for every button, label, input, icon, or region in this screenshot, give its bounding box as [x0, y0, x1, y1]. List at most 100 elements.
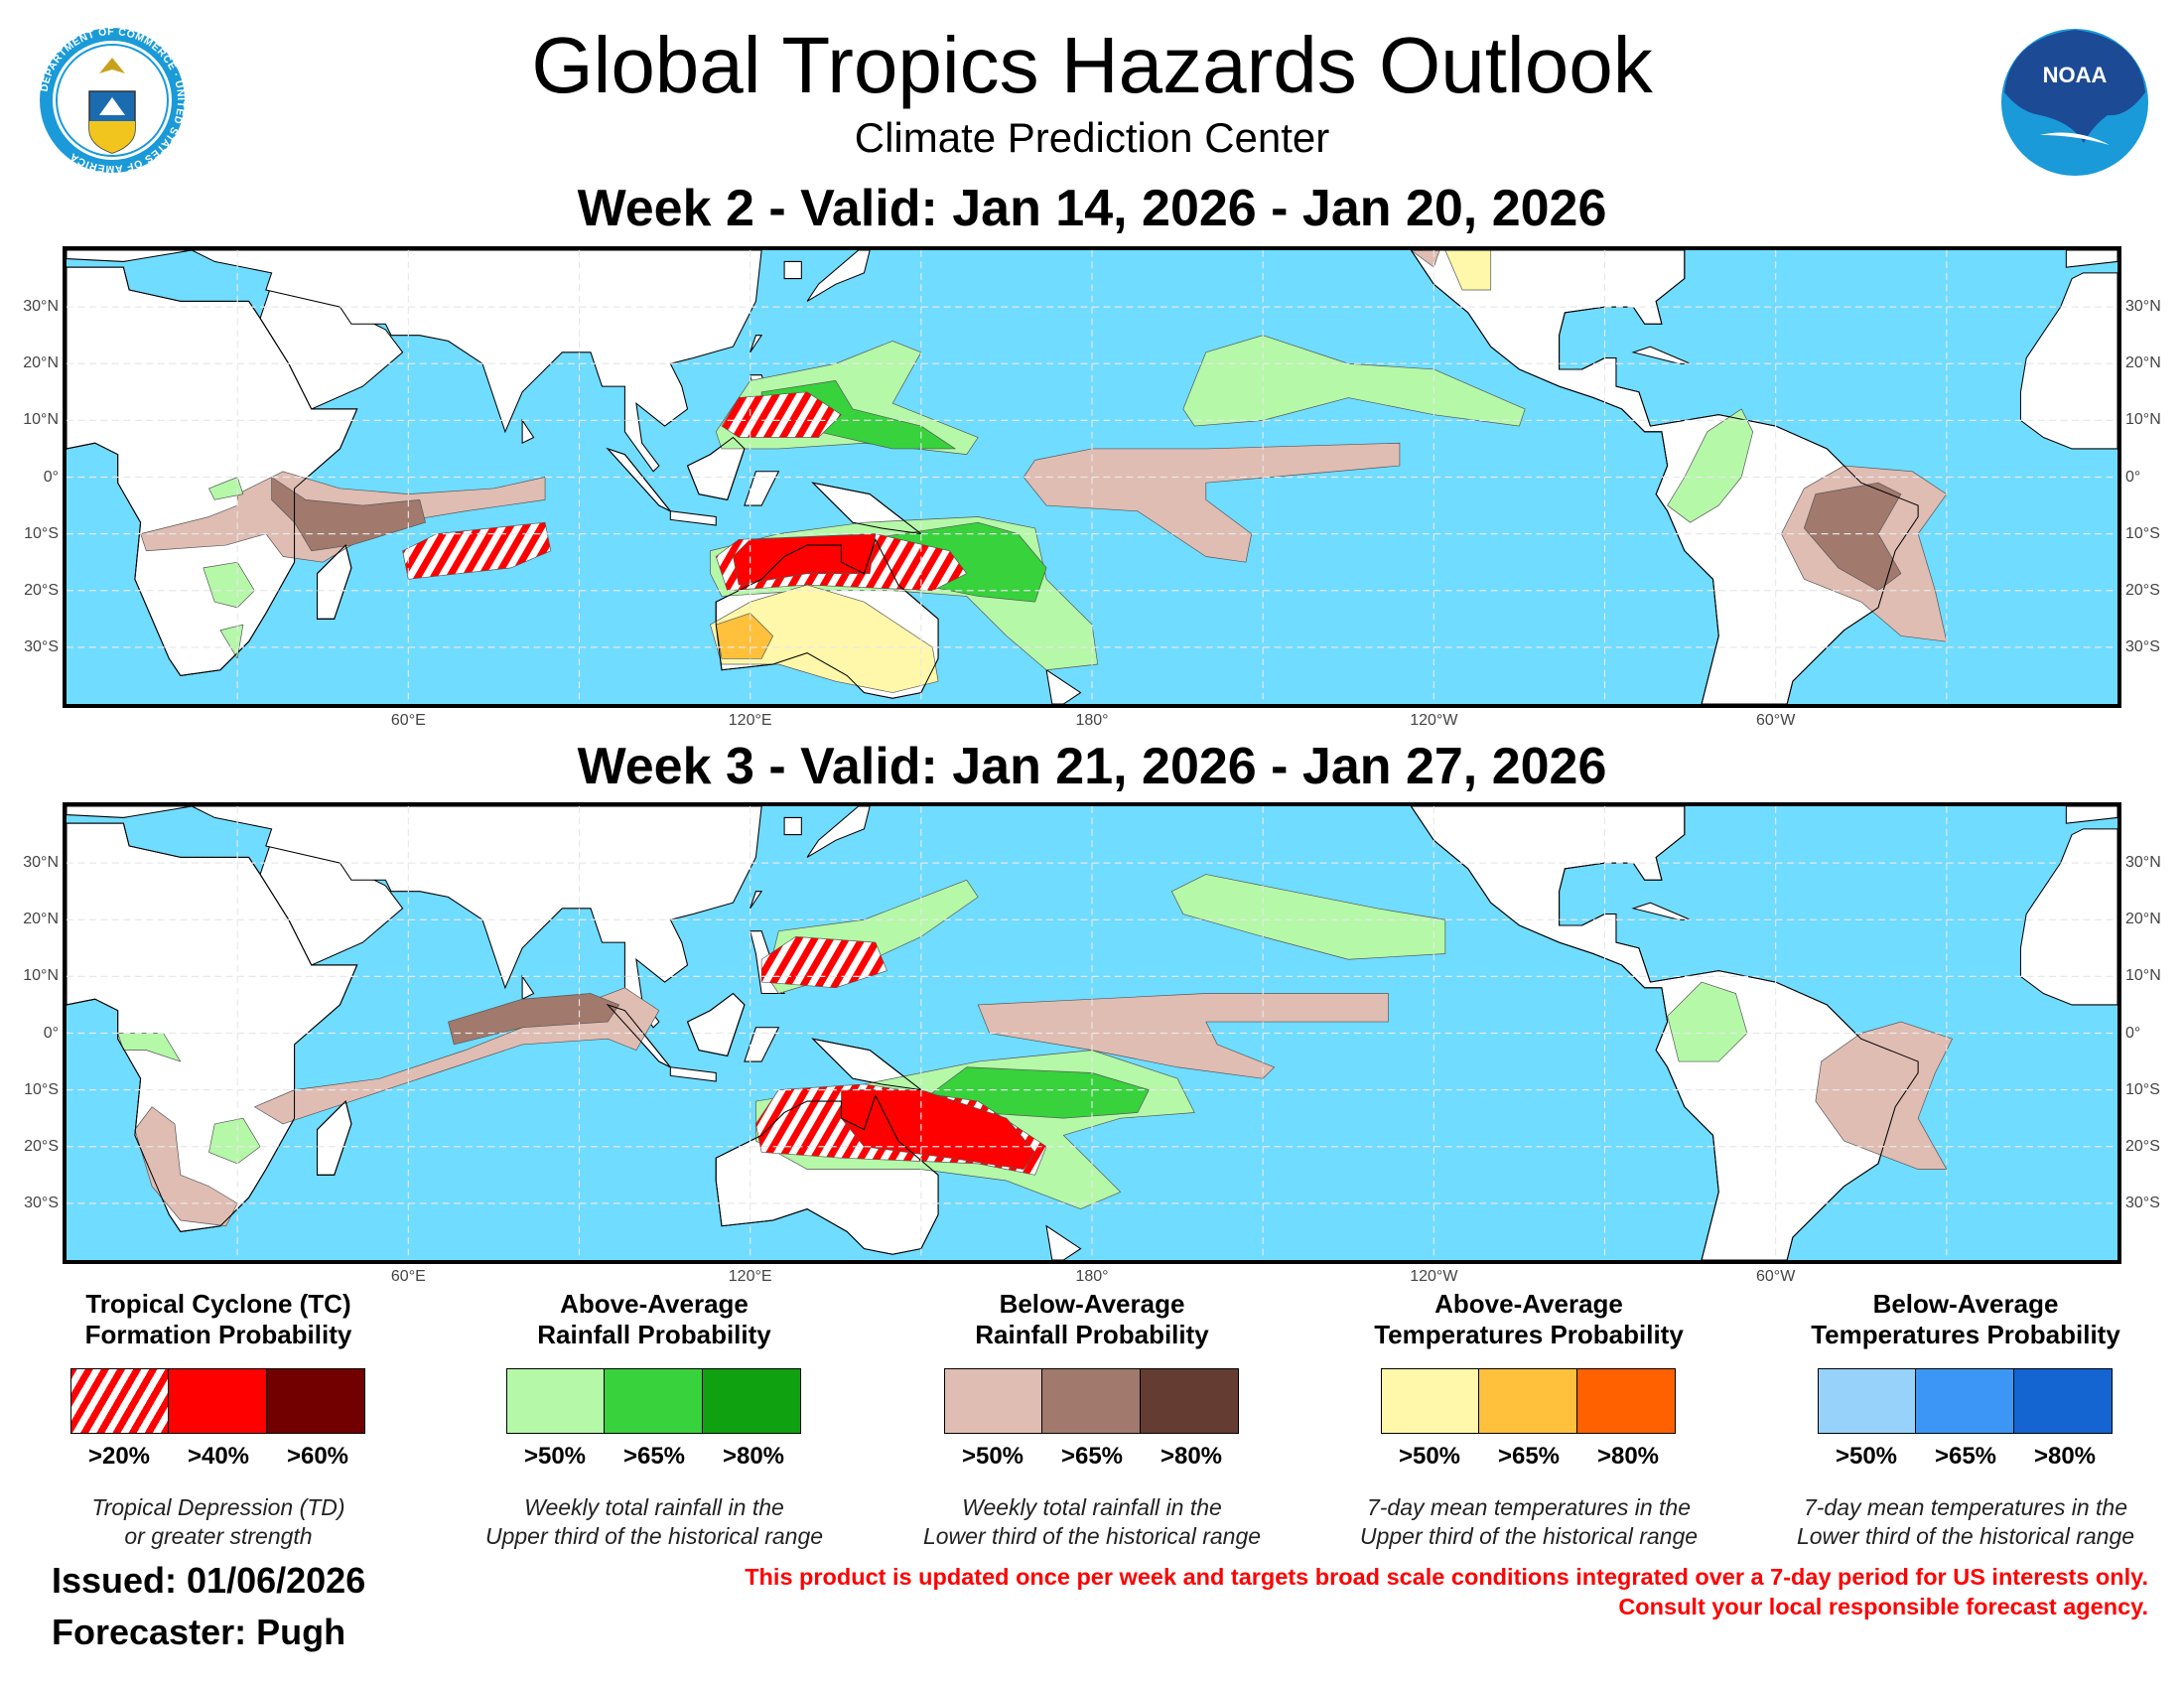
noaa-logo: NOAA: [2000, 28, 2149, 177]
hazard-rain-above-50: [1171, 874, 1446, 960]
legend-swatch-label: >50%: [1398, 1443, 1461, 1470]
land-newzealand: [1045, 1224, 1082, 1260]
coastline-newguinea: [811, 1038, 923, 1091]
legend-title: Tropical Cyclone (TC): [85, 1289, 351, 1319]
land-eurasia: [67, 806, 762, 1029]
hazard-rain-above-50: [1182, 335, 1526, 427]
land-korea: [783, 816, 802, 836]
legend-swatch-label: >50%: [523, 1443, 587, 1470]
legend-swatch: [1575, 1368, 1676, 1434]
land-korea: [783, 260, 802, 280]
forecaster-name: Forecaster: Pugh: [52, 1612, 346, 1652]
legend-swatch-label: >50%: [1835, 1443, 1898, 1470]
land-taiwan: [750, 891, 763, 910]
week2-map: [63, 246, 2121, 708]
week2-title: Week 2 - Valid: Jan 14, 2026 - Jan 20, 2…: [577, 180, 1607, 237]
coastline-australia: [715, 537, 939, 699]
lat-tick-label: 10°S: [24, 524, 59, 542]
legend-swatch: [265, 1368, 365, 1434]
coastline-borneo: [686, 436, 746, 500]
legend-title: Rainfall Probability: [537, 1320, 771, 1349]
week3-map: [63, 802, 2121, 1264]
land-westafrica: [2019, 828, 2117, 1006]
land-eurasia: [67, 250, 762, 473]
lat-tick-label: 10°S: [24, 1080, 59, 1098]
legend-title: Below-Average: [1872, 1289, 2059, 1319]
lat-tick-label: 30°N: [2125, 854, 2161, 872]
land-japan: [806, 250, 871, 302]
coastline-newguinea: [811, 482, 923, 535]
hazard-tc-20: [721, 391, 842, 438]
legend-title: Below-Average: [999, 1289, 1185, 1319]
lon-tick-label: 120°E: [728, 1268, 772, 1285]
legend-swatch-label: >65%: [622, 1443, 686, 1470]
lat-tick-label: 30°S: [2125, 1194, 2160, 1211]
legend-description: Upper third of the historical range: [484, 1523, 824, 1549]
legend-title: Formation Probability: [84, 1320, 352, 1349]
hazard-rain-above-50: [203, 561, 255, 609]
land-java: [669, 1066, 717, 1082]
lat-tick-label: 10°S: [2125, 524, 2160, 542]
map-canvas: [67, 250, 2117, 704]
coastline-madagascar: [316, 544, 352, 620]
lon-tick-label: 120°W: [1410, 1268, 1458, 1285]
legend-swatch: [1915, 1368, 2015, 1434]
coastline-borneo: [686, 992, 746, 1056]
lon-tick-label: 60°W: [1756, 1268, 1796, 1285]
legend-swatch: [505, 1368, 606, 1434]
lon-tick-label: 60°W: [1756, 712, 1796, 729]
hazard-tc-20: [760, 936, 887, 989]
land-taiwan: [750, 335, 763, 353]
land-iberia: [2065, 250, 2117, 268]
legend-description: Upper third of the historical range: [1359, 1523, 1699, 1549]
legend-description: 7-day mean temperatures in the: [1803, 1494, 2127, 1520]
legend-swatch-label: >65%: [1934, 1443, 1997, 1470]
legend-swatch-label: >50%: [961, 1443, 1024, 1470]
hazard-rain-below-50: [134, 1106, 238, 1227]
legend-group: Above-Average Rainfall Probability >50% >65…: [446, 1289, 863, 1551]
hazard-rain-below-65: [1804, 482, 1902, 592]
legend-description: 7-day mean temperatures in the: [1366, 1494, 1691, 1520]
legend-title: Rainfall Probability: [975, 1320, 1209, 1349]
lat-tick-label: 30°S: [24, 1194, 59, 1211]
disclaimer-line-1: This product is updated once per week an…: [745, 1564, 2148, 1590]
lat-tick-label: 20°N: [2125, 911, 2161, 928]
map-canvas: [67, 806, 2117, 1260]
legend-swatch: [1817, 1368, 1917, 1434]
lat-tick-label: 30°N: [23, 298, 59, 316]
coastline-australia: [715, 1093, 939, 1255]
lat-tick-label: 30°N: [2125, 298, 2161, 316]
lat-tick-label: 0°: [2125, 1024, 2141, 1042]
land-sulawesi: [744, 1027, 780, 1062]
page-title: Global Tropics Hazards Outlook: [531, 21, 1653, 109]
legend-description: Lower third of the historical range: [1796, 1523, 2135, 1549]
land-srilanka: [521, 418, 535, 445]
coastline-madagascar: [316, 1100, 352, 1176]
lat-tick-label: 0°: [43, 1024, 59, 1042]
legend-swatch: [1380, 1368, 1480, 1434]
legend-swatch-label: >40%: [187, 1443, 250, 1470]
issued-date: Issued: 01/06/2026: [52, 1560, 366, 1601]
legend-swatch: [943, 1368, 1043, 1434]
page-subtitle: Climate Prediction Center: [854, 114, 1330, 161]
land-iberia: [2065, 806, 2117, 824]
svg-text:NOAA: NOAA: [2043, 63, 2108, 87]
lon-tick-label: 120°W: [1410, 712, 1458, 729]
coastline-sumatra: [606, 1003, 671, 1068]
legend-swatch-label: >80%: [722, 1443, 785, 1470]
legend-swatch: [2012, 1368, 2113, 1434]
legend-group: Below-Average Temperatures Probability >50…: [1757, 1289, 2174, 1551]
legend-swatch-label: >65%: [1497, 1443, 1561, 1470]
hazard-rain-below-50: [1411, 250, 1440, 268]
legend-title: Temperatures Probability: [1374, 1320, 1684, 1349]
legend-swatch: [604, 1368, 704, 1434]
disclaimer-line-2: Consult your local responsible forecast …: [1618, 1594, 2148, 1619]
coastline-sumatra: [606, 447, 671, 512]
legend-swatch-label: >65%: [1060, 1443, 1124, 1470]
land-westafrica: [2019, 272, 2117, 450]
legend-swatch-label: >80%: [1160, 1443, 1223, 1470]
lat-tick-label: 20°S: [24, 1137, 59, 1155]
legend-group: Above-Average Temperatures Probability >50…: [1320, 1289, 1737, 1551]
lon-tick-label: 180°: [1075, 1268, 1109, 1285]
legend-title: Above-Average: [560, 1289, 749, 1319]
